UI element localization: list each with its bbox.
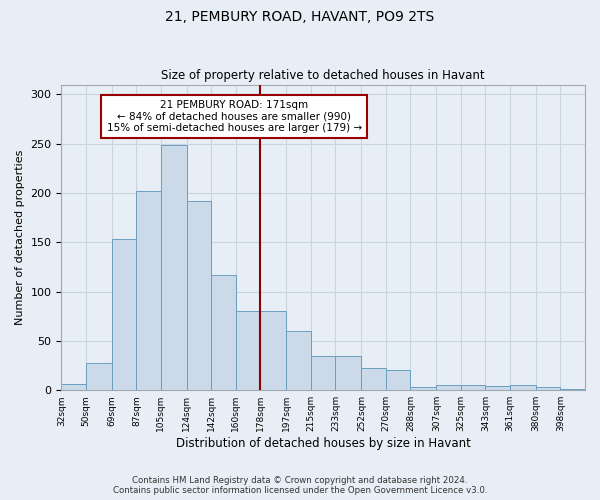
Bar [112, 240, 136, 390]
Bar [286, 331, 311, 390]
Bar [161, 144, 187, 390]
Bar [136, 191, 161, 390]
Bar [260, 312, 286, 390]
X-axis label: Distribution of detached houses by size in Havant: Distribution of detached houses by size … [176, 437, 470, 450]
Bar [236, 312, 260, 390]
Bar [485, 386, 510, 390]
Bar [361, 368, 386, 390]
Bar [61, 384, 86, 390]
Title: Size of property relative to detached houses in Havant: Size of property relative to detached ho… [161, 69, 485, 82]
Y-axis label: Number of detached properties: Number of detached properties [15, 150, 25, 325]
Bar [86, 362, 112, 390]
Bar [410, 388, 436, 390]
Bar [211, 275, 236, 390]
Text: Contains HM Land Registry data © Crown copyright and database right 2024.
Contai: Contains HM Land Registry data © Crown c… [113, 476, 487, 495]
Bar [560, 389, 585, 390]
Bar [187, 201, 211, 390]
Bar [536, 388, 560, 390]
Text: 21, PEMBURY ROAD, HAVANT, PO9 2TS: 21, PEMBURY ROAD, HAVANT, PO9 2TS [166, 10, 434, 24]
Bar [510, 386, 536, 390]
Bar [311, 356, 335, 390]
Text: 21 PEMBURY ROAD: 171sqm
← 84% of detached houses are smaller (990)
15% of semi-d: 21 PEMBURY ROAD: 171sqm ← 84% of detache… [107, 100, 362, 133]
Bar [436, 386, 461, 390]
Bar [386, 370, 410, 390]
Bar [461, 386, 485, 390]
Bar [335, 356, 361, 390]
